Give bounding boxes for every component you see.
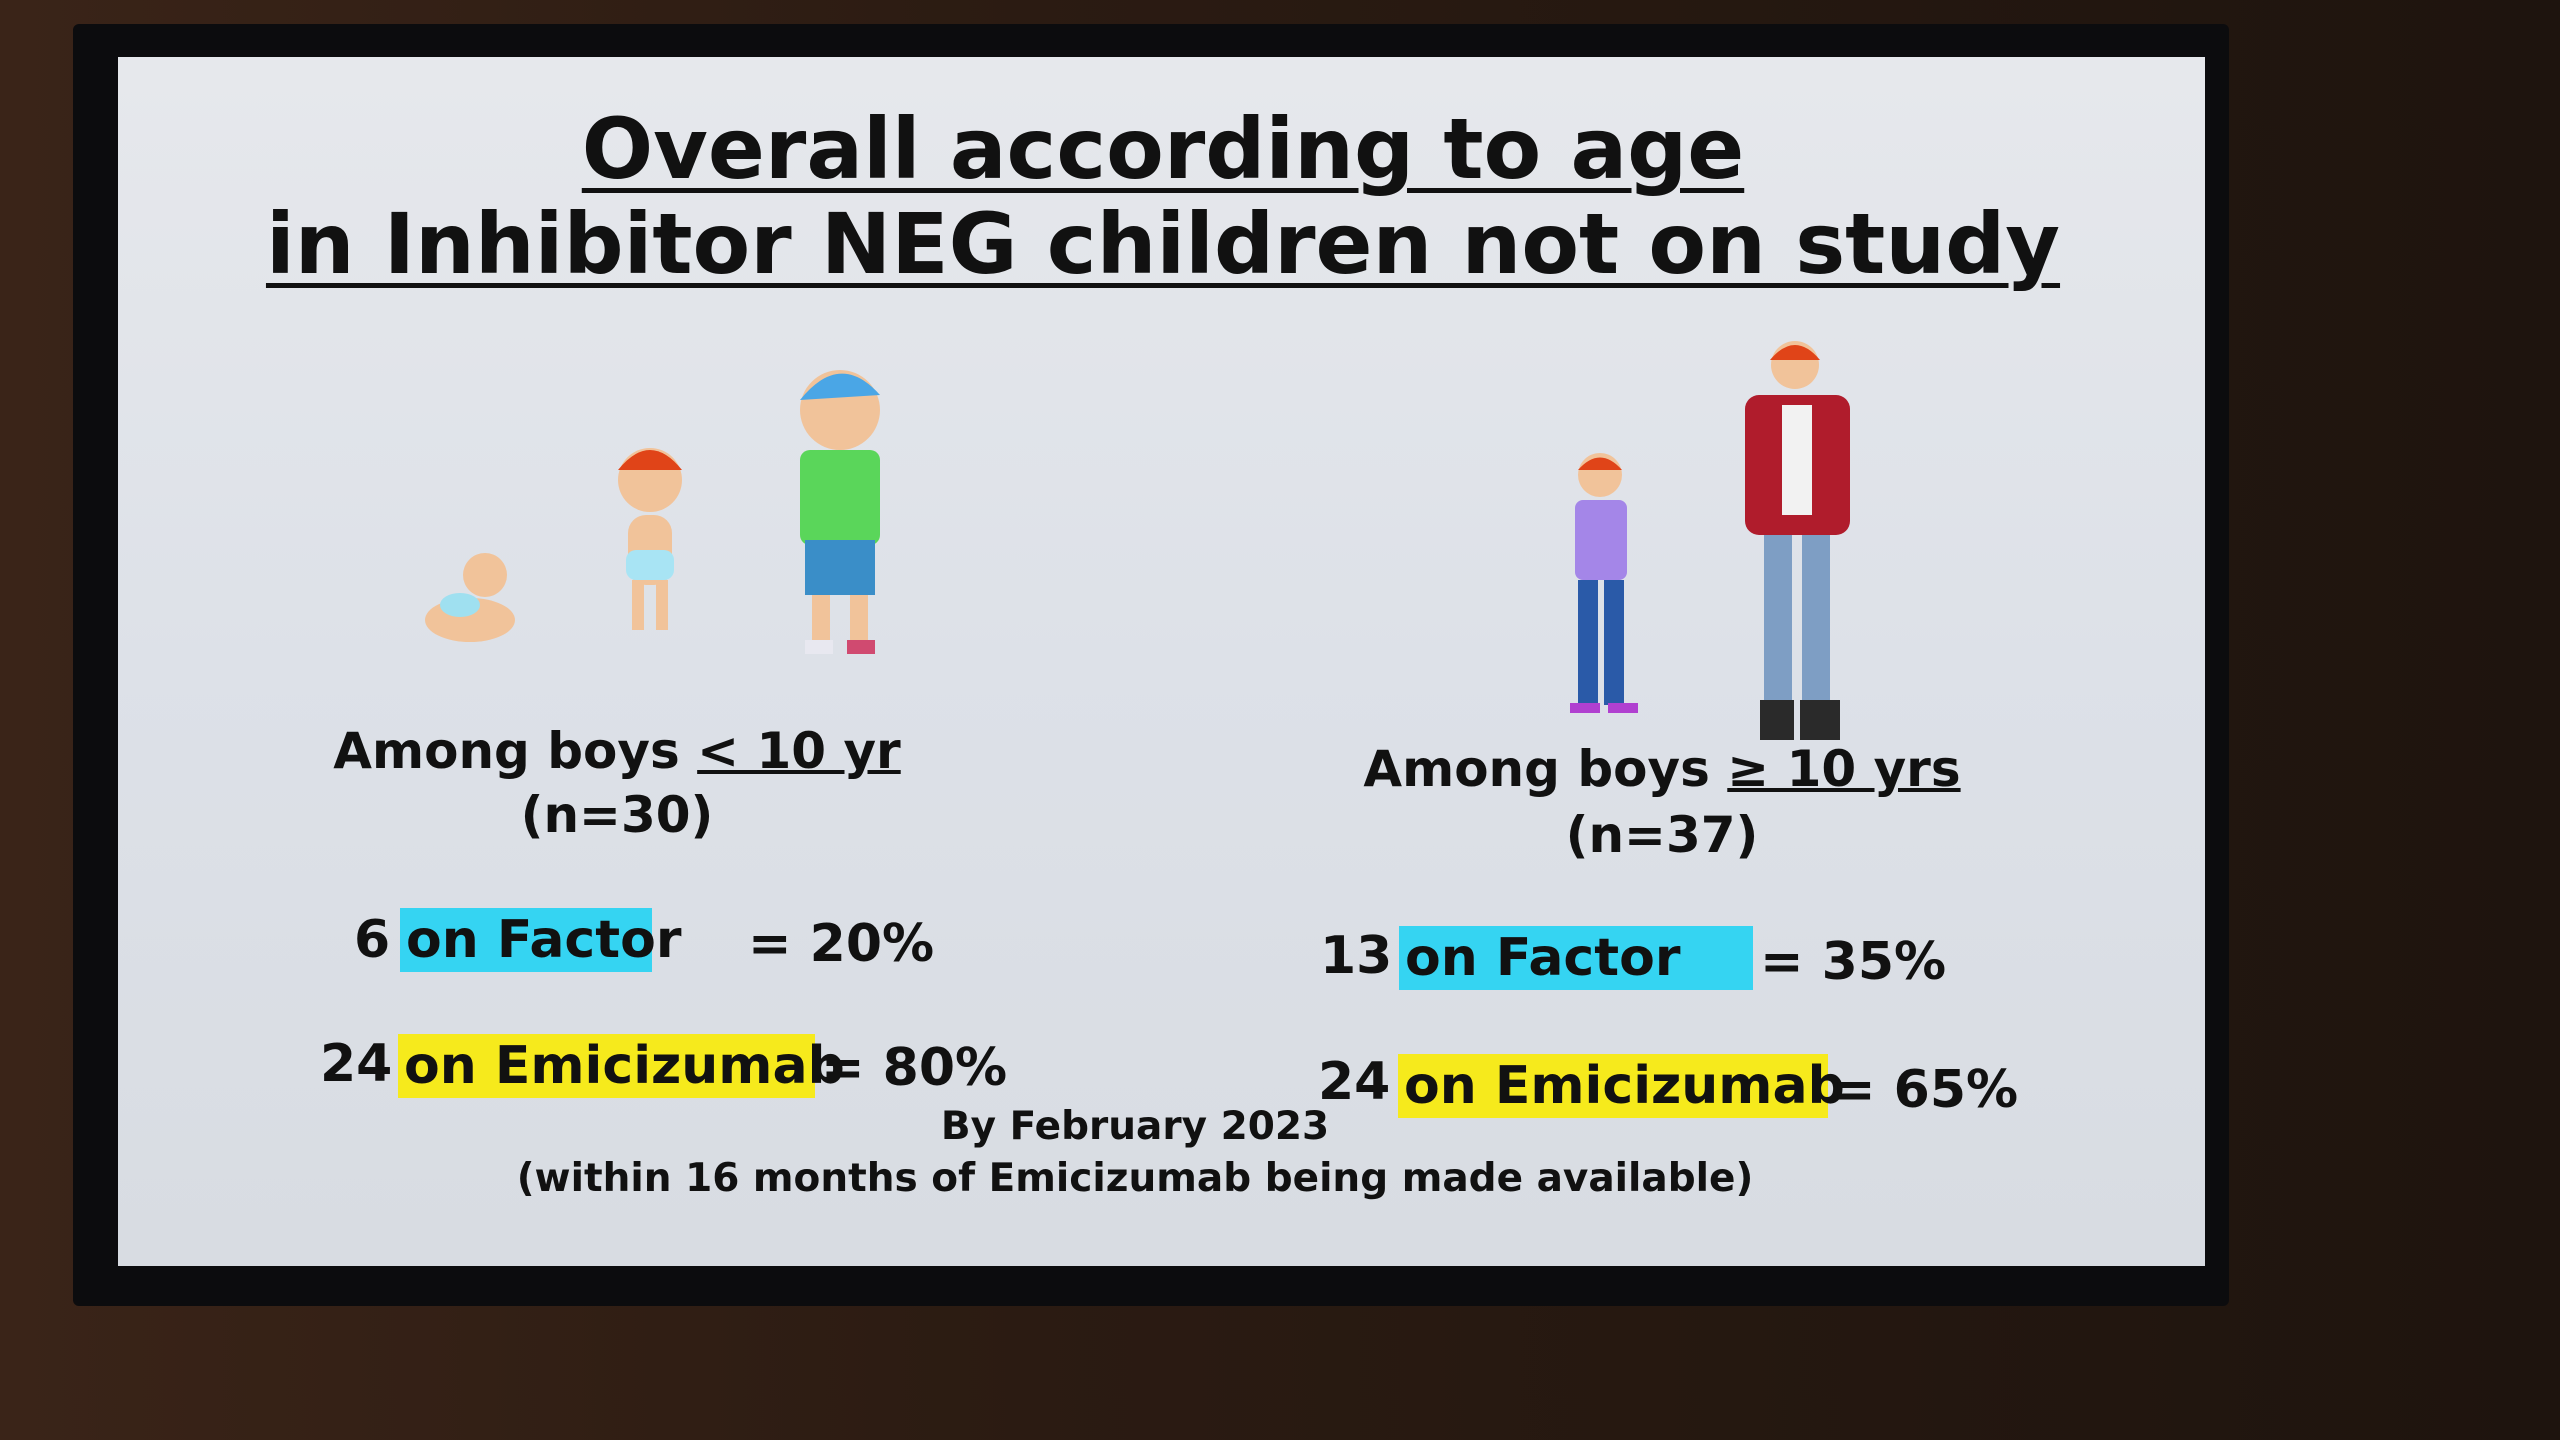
count: 13 [1320,926,1393,986]
heading: Among boys [333,722,680,780]
treatment: on Factor [1399,926,1753,990]
count: 24 [1318,1052,1391,1112]
treatment: on Emicizumab [1398,1054,1845,1118]
footnote: By February 2023 [940,1104,1330,1149]
title-line: in Inhibitor NEG children not on study [265,195,2061,293]
result: = 20% [748,914,935,974]
count: 24 [320,1034,393,1094]
treatment: on Factor [400,908,681,972]
young-boys-illustration [425,370,880,654]
treatment: on Emicizumab [398,1034,845,1098]
result: = 65% [1832,1060,2019,1120]
group-heading: Among boys ≥ 10 yrs [1363,740,1960,798]
older-boys-illustration [1570,341,1850,740]
result: = 35% [1760,932,1947,992]
title-line: Overall according to age [581,100,1745,198]
count: 6 [354,910,391,970]
heading: Among boys [1363,740,1710,798]
group-heading: Among boys < 10 yr [333,722,900,780]
sample-size: (n=30) [520,786,714,844]
footnote: (within 16 months of Emicizumab being ma… [516,1156,1754,1201]
result: = 80% [821,1038,1008,1098]
sample-size: (n=37) [1565,806,1759,864]
age-range: < 10 yr [697,722,901,780]
age-range: ≥ 10 yrs [1727,740,1961,798]
